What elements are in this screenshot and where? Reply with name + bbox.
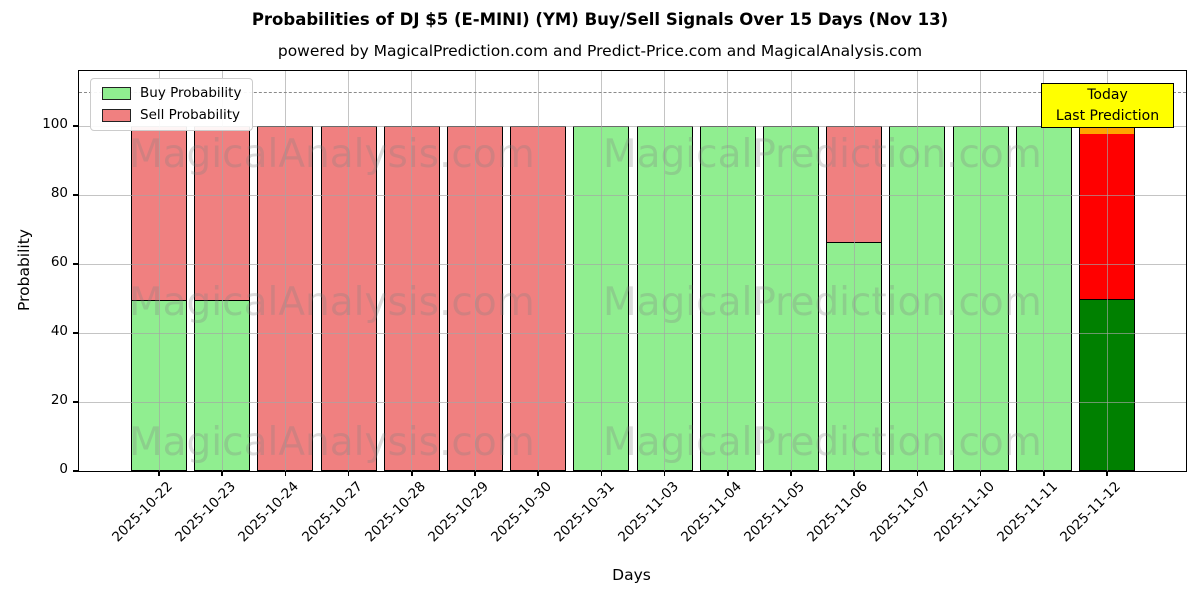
legend-swatch-buy-icon [102, 87, 131, 101]
x-tick-mark [537, 471, 539, 476]
bar-segment-sell [195, 127, 250, 300]
bar-2025-10-30 [510, 126, 567, 471]
x-tick-mark [411, 471, 413, 476]
x-tick-mark [1043, 471, 1045, 476]
x-tick-mark [474, 471, 476, 476]
y-tick-label: 20 [50, 392, 68, 408]
x-tick-mark [284, 471, 287, 476]
y-tick-mark [73, 263, 79, 265]
bar-segment-buy [132, 299, 186, 470]
chart-title: Probabilities of DJ $5 (E-MINI) (YM) Buy… [251, 10, 949, 29]
y-tick-mark [73, 401, 79, 403]
bar-2025-10-22 [131, 126, 187, 471]
bar-2025-10-24 [257, 126, 314, 471]
x-axis-label: Days [612, 566, 651, 584]
legend-label-sell: Sell Probability [140, 106, 241, 123]
bar-2025-10-29 [447, 126, 503, 471]
bar-segment-buy [574, 127, 629, 470]
today-annotation: Today Last Prediction [1041, 83, 1174, 128]
bar-segment-buy [637, 127, 692, 470]
bar-segment-buy [1080, 299, 1134, 470]
plot-area: MagicalAnalysis.com MagicalPrediction.com… [73, 70, 1187, 476]
today-annotation-line2: Last Prediction [1055, 107, 1160, 124]
y-tick-mark [73, 125, 79, 127]
bar-2025-11-10 [952, 126, 1009, 471]
y-tick-mark [73, 470, 79, 472]
y-tick-label: 80 [50, 185, 68, 201]
bar-2025-11-05 [763, 126, 819, 471]
bar-segment-buy [1016, 127, 1071, 470]
x-tick-mark [347, 471, 350, 476]
bar-2025-11-03 [636, 126, 693, 471]
legend-item-buy: Buy Probability [102, 85, 242, 101]
bar-2025-11-12 [1079, 126, 1135, 471]
y-tick-label: 100 [42, 116, 68, 132]
bar-2025-11-07 [889, 126, 946, 471]
x-tick-mark [600, 471, 603, 476]
bar-segment-buy [195, 299, 250, 470]
bar-segment-buy [700, 127, 755, 470]
legend-swatch-sell-icon [102, 108, 131, 122]
x-tick-mark [853, 471, 855, 476]
y-tick-label: 60 [50, 254, 68, 270]
bar-segment-buy [890, 127, 945, 470]
legend-label-buy: Buy Probability [140, 85, 242, 101]
bar-segment-sell [132, 127, 186, 300]
chart-subtitle: powered by MagicalPrediction.com and Pre… [277, 42, 923, 60]
bar-segment-buy [764, 127, 818, 470]
bar-segment-sell [448, 127, 502, 470]
y-tick-label: 40 [50, 323, 68, 339]
y-tick-label: 0 [59, 461, 68, 477]
y-tick-mark [73, 332, 79, 334]
x-tick-mark [916, 471, 919, 476]
bar-2025-11-11 [1015, 126, 1072, 471]
y-tick-mark [73, 194, 79, 196]
bar-segment-sell [384, 127, 439, 470]
today-annotation-line1: Today [1087, 86, 1128, 103]
x-tick-mark [979, 471, 982, 476]
bar-2025-11-06 [826, 126, 883, 471]
bar-2025-11-04 [699, 126, 756, 471]
bar-2025-10-28 [383, 126, 440, 471]
x-tick-mark [1106, 471, 1108, 476]
x-tick-mark [221, 471, 223, 476]
bar-2025-10-31 [573, 126, 630, 471]
bar-segment-buy [953, 127, 1008, 470]
legend-item-sell: Sell Probability [102, 106, 241, 123]
bar-segment-sell [827, 127, 882, 242]
bar-segment-sell [258, 127, 313, 470]
x-tick-mark [727, 471, 729, 476]
x-tick-mark [790, 471, 792, 476]
bar-segment-buy [827, 241, 882, 470]
x-tick-mark [158, 471, 160, 476]
bar-segment-sell [511, 127, 566, 470]
bar-segment-today-cap [1080, 127, 1134, 134]
legend: Buy Probability Sell Probability [90, 78, 254, 131]
x-tick-mark [663, 471, 666, 476]
bar-2025-10-23 [194, 126, 251, 471]
bar-segment-sell [1080, 133, 1134, 300]
bar-2025-10-27 [320, 126, 377, 471]
bar-segment-sell [321, 127, 376, 470]
